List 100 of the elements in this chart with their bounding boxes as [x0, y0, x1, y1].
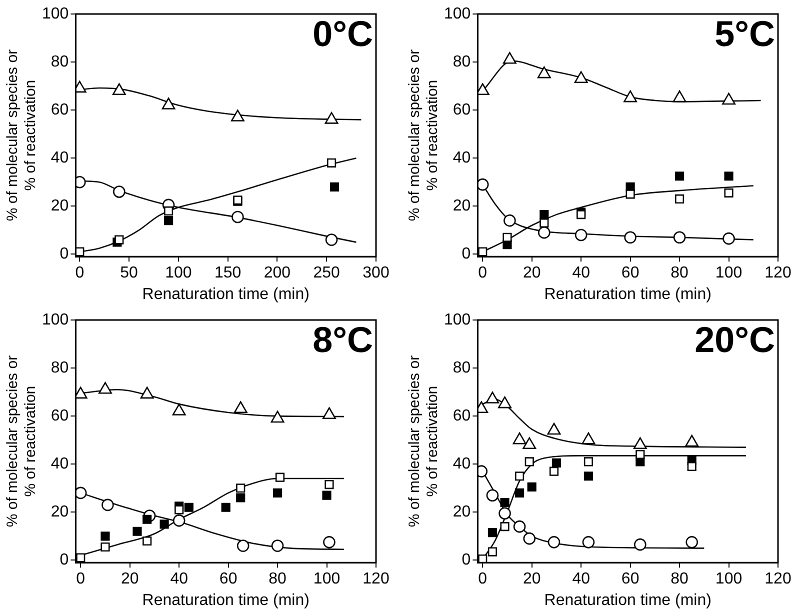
point [234, 401, 248, 414]
point [498, 507, 511, 520]
y-tick-label: 60 [50, 101, 69, 118]
point [675, 172, 684, 181]
point [162, 98, 176, 110]
point [523, 532, 536, 545]
y-tick-label: 80 [50, 53, 69, 70]
x-tick-label: 300 [362, 264, 390, 282]
x-axis-title: Renaturation time (min) [142, 592, 310, 609]
point [538, 226, 550, 239]
x-tick-label: 200 [264, 264, 291, 282]
y-tick-label: 60 [50, 407, 69, 424]
point [478, 178, 489, 191]
point [114, 235, 124, 244]
point [327, 158, 336, 168]
y-tick-label: 100 [444, 5, 471, 22]
point [540, 210, 549, 220]
point [502, 232, 512, 242]
x-tick-label: 40 [572, 264, 590, 282]
point [515, 472, 524, 481]
y-tick-label: 100 [42, 311, 69, 328]
point [537, 66, 551, 78]
y-tick-label: 40 [452, 150, 471, 167]
x-tick-label: 120 [764, 570, 792, 588]
point [547, 422, 561, 435]
point [324, 480, 334, 490]
point [100, 542, 110, 552]
point [236, 540, 250, 552]
y-axis-title: % of molecular species or % of reactivation [4, 355, 40, 528]
x-tick-label: 20 [120, 570, 139, 588]
point [724, 172, 734, 181]
x-tick-label: 100 [715, 264, 742, 282]
point [582, 536, 595, 548]
point [164, 216, 174, 226]
y-tick-label: 0 [60, 246, 69, 263]
point [221, 502, 230, 512]
point [576, 210, 586, 220]
y-tick-label: 80 [50, 359, 69, 376]
point [271, 540, 284, 552]
point [584, 457, 594, 466]
chart-title: 5°C [714, 12, 775, 54]
x-tick-label: 120 [362, 570, 390, 588]
y-axis-title: % of molecular species or % of reactivation [406, 355, 442, 528]
point [522, 437, 536, 450]
point [548, 536, 560, 548]
point [140, 386, 154, 399]
point [486, 392, 500, 404]
point [626, 190, 635, 199]
y-tick-label: 20 [452, 198, 471, 215]
point [724, 188, 734, 198]
x-tick-label: 50 [120, 264, 138, 282]
point [76, 486, 87, 500]
point [584, 472, 594, 481]
x-tick-label: 40 [170, 570, 188, 588]
point [98, 382, 112, 394]
x-tick-label: 120 [764, 264, 792, 282]
y-tick-label: 20 [50, 198, 69, 215]
point [184, 502, 194, 512]
point [722, 232, 735, 245]
point [624, 231, 636, 244]
point [675, 194, 684, 204]
point [236, 493, 246, 502]
point [500, 498, 510, 508]
point [524, 457, 534, 466]
point [504, 214, 516, 227]
x-tick-label: 100 [715, 570, 742, 588]
point [512, 432, 526, 444]
point [552, 458, 562, 468]
point [142, 536, 152, 546]
y-tick-label: 40 [452, 456, 471, 473]
point [236, 484, 246, 493]
point [322, 407, 336, 420]
y-tick-label: 20 [452, 504, 471, 521]
point [686, 536, 698, 548]
point [574, 71, 588, 84]
y-tick-label: 100 [444, 311, 471, 328]
point [685, 434, 699, 447]
x-tick-label: 40 [572, 570, 590, 588]
point [325, 234, 338, 246]
point [636, 450, 645, 460]
y-axis-title: % of molecular species or % of reactivation [406, 49, 442, 222]
x-tick-label: 0 [478, 264, 488, 282]
x-tick-label: 20 [522, 264, 541, 282]
point [330, 182, 340, 192]
point [722, 92, 736, 105]
point [174, 505, 184, 514]
y-tick-label: 60 [452, 101, 471, 118]
x-tick-label: 0 [75, 264, 84, 282]
x-axis-title: Renaturation time (min) [544, 592, 712, 609]
y-tick-label: 20 [50, 504, 69, 521]
point [488, 528, 498, 538]
x-tick-label: 80 [268, 570, 287, 588]
y-tick-label: 0 [462, 246, 471, 263]
point [549, 466, 559, 476]
y-tick-label: 0 [60, 552, 69, 569]
y-tick-label: 0 [462, 552, 471, 569]
point [322, 490, 332, 500]
y-tick-label: 40 [50, 456, 69, 473]
point [634, 538, 646, 551]
point [113, 186, 126, 198]
